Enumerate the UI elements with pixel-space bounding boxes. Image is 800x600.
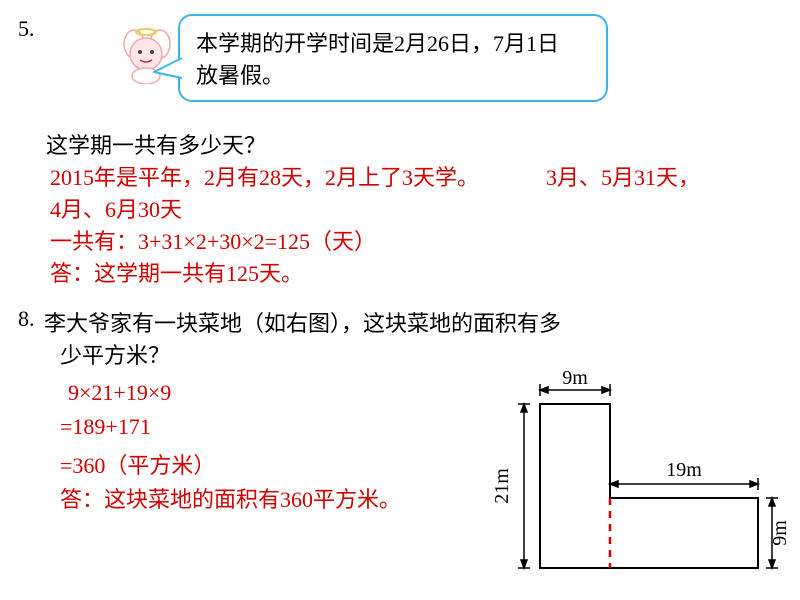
q5-ans-4: 答：这学期一共有125天。 bbox=[50, 256, 303, 288]
dim-top: 9m bbox=[562, 370, 588, 389]
speech-bubble: 本学期的开学时间是2月26日，7月1日 放暑假。 bbox=[178, 14, 608, 102]
q5-ans-1a: 2015年是平年，2月有28天，2月上了3天学。 bbox=[50, 160, 479, 192]
q8-calc-3: =360（平方米） bbox=[60, 448, 215, 480]
q5-question: 这学期一共有多少天？ bbox=[46, 128, 266, 160]
dim-left: 21m bbox=[491, 468, 513, 504]
bubble-line2: 放暑假。 bbox=[196, 58, 590, 90]
q5-ans-2: 4月、6月30天 bbox=[50, 192, 182, 224]
q8-calc-4: 答：这块菜地的面积有360平方米。 bbox=[60, 482, 401, 514]
speech-tail-icon bbox=[150, 56, 184, 82]
q8-question-l2: 少平方米？ bbox=[60, 338, 170, 370]
q8-question-l1: 李大爷家有一块菜地（如右图），这块菜地的面积有多 bbox=[44, 306, 561, 338]
q5-ans-1b: 3月、5月31天， bbox=[546, 160, 700, 192]
q5-ans-3: 一共有：3+31×2+30×2=125（天） bbox=[50, 224, 376, 256]
bubble-line1: 本学期的开学时间是2月26日，7月1日 bbox=[196, 26, 590, 58]
q8-calc-2: =189+171 bbox=[60, 414, 151, 440]
dim-right-h: 9m bbox=[769, 520, 788, 546]
q5-number: 5. bbox=[18, 16, 35, 42]
q8-calc-1: 9×21+19×9 bbox=[68, 380, 171, 406]
dim-right-w: 19m bbox=[666, 459, 702, 481]
q8-number: 8. bbox=[18, 306, 35, 332]
plot-diagram: 9m 21m 19m 9m bbox=[468, 370, 788, 595]
